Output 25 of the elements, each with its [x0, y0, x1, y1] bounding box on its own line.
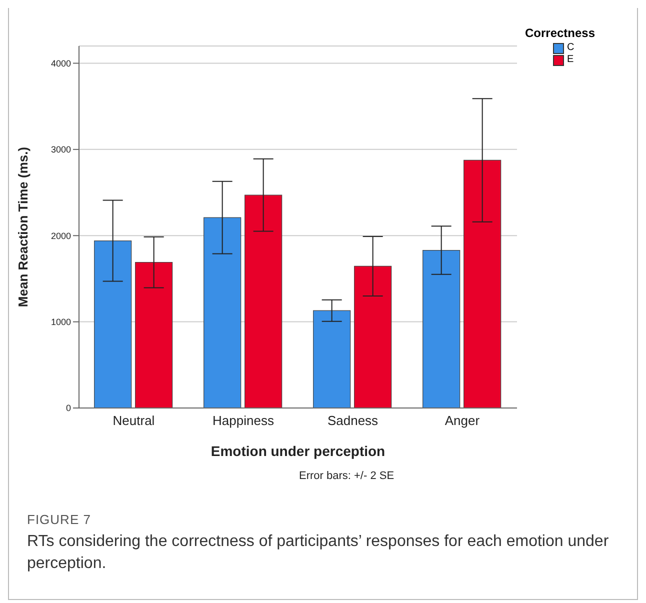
bar — [422, 250, 460, 408]
y-tick-label: 1000 — [50, 317, 71, 328]
bar — [135, 262, 173, 408]
x-tick-label: Sadness — [327, 413, 379, 428]
y-tick-label: 2000 — [50, 230, 71, 241]
caption: FIGURE 7 — [27, 512, 92, 527]
bar — [204, 217, 242, 408]
text: RTs considering the correctness of participants’ responses for each emotion under perception. — [27, 532, 610, 574]
bar — [354, 266, 392, 408]
x-axis-title: Emotion under perception — [210, 443, 386, 459]
legend-label: C — [567, 42, 574, 54]
y-tick-label: 4000 — [50, 58, 71, 68]
bar — [313, 310, 351, 408]
y-axis-title: Mean Reaction Time (ms.) — [16, 146, 31, 308]
legend-label: E — [567, 54, 574, 66]
x-tick-label: Happiness — [212, 413, 274, 428]
bar — [94, 240, 132, 408]
y-tick-label: 0 — [66, 403, 71, 414]
x-tick-label: Anger — [444, 413, 480, 428]
text: Error bars: +/- 2 SE — [299, 470, 396, 482]
x-tick-label: Neutral — [112, 413, 155, 428]
bar — [244, 194, 282, 408]
y-tick-label: 3000 — [50, 144, 71, 155]
bar — [464, 160, 502, 408]
legend-title: Correctness — [525, 26, 596, 40]
